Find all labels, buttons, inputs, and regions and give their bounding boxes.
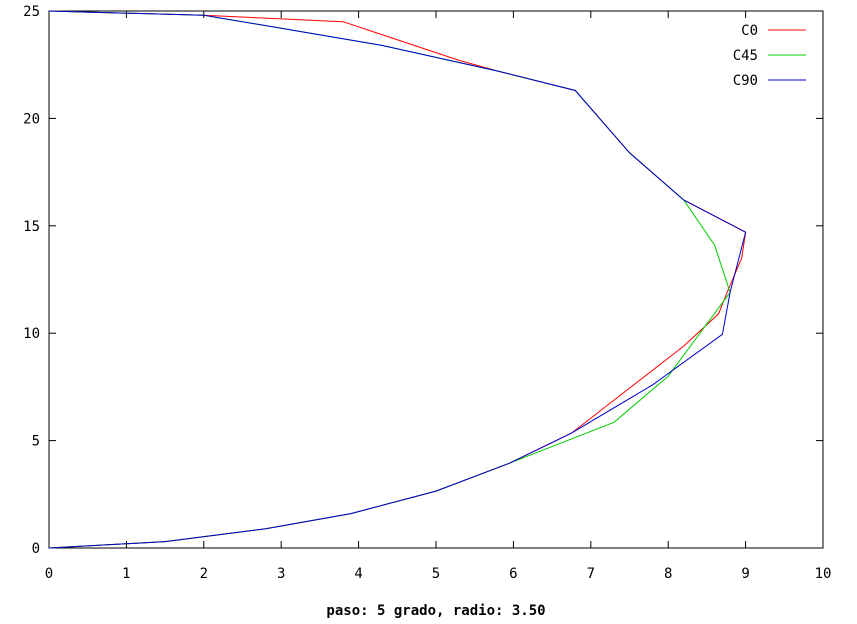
series-line-c0 xyxy=(48,10,747,549)
y-tick-label: 10 xyxy=(23,326,40,342)
x-tick-label: 1 xyxy=(122,566,130,582)
x-tick-label: 0 xyxy=(45,566,53,582)
x-tick-label: 5 xyxy=(432,566,440,582)
x-tick-label: 8 xyxy=(664,566,672,582)
series-line-c90 xyxy=(48,10,747,549)
legend-label: C45 xyxy=(733,48,758,64)
y-tick-label: 15 xyxy=(23,219,40,235)
x-tick-label: 2 xyxy=(200,566,208,582)
legend: C0 C45 C90 xyxy=(733,23,806,89)
x-tick-label: 9 xyxy=(741,566,749,582)
x-tick-label: 6 xyxy=(509,566,517,582)
x-axis-label: paso: 5 grado, radio: 3.50 xyxy=(326,603,545,619)
legend-label: C90 xyxy=(733,73,758,89)
legend-label: C0 xyxy=(741,23,758,39)
y-tick-label: 5 xyxy=(32,434,40,450)
y-tick-label: 20 xyxy=(23,111,40,127)
x-tick-label: 4 xyxy=(354,566,362,582)
x-tick-label: 3 xyxy=(277,566,285,582)
axis-ticks xyxy=(48,10,824,549)
tick-labels: 0 1 2 3 4 5 6 7 8 9 10 0 5 10 15 20 25 xyxy=(23,4,831,582)
x-tick-label: 10 xyxy=(815,566,832,582)
series-group xyxy=(48,10,747,549)
y-tick-label: 25 xyxy=(23,4,40,20)
series-line-c45 xyxy=(48,10,731,549)
y-tick-label: 0 xyxy=(32,541,40,557)
plot-frame xyxy=(48,10,824,549)
x-tick-label: 7 xyxy=(587,566,595,582)
